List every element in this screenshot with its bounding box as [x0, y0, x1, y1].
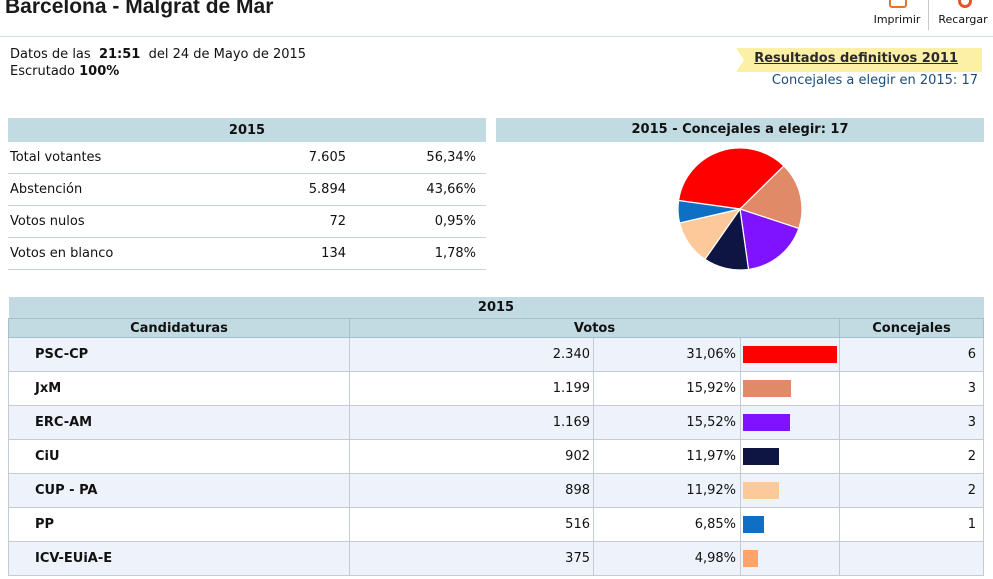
party-percent: 11,97% — [593, 439, 741, 474]
data-time: 21:51 — [98, 47, 141, 62]
party-seats: 3 — [839, 371, 984, 406]
table-row: CiU 902 11,97% 2 — [8, 439, 984, 474]
summary-percent: 43,66% — [346, 173, 486, 206]
party-seats: 2 — [839, 473, 984, 508]
reload-icon — [934, 0, 992, 12]
councillors-to-elect: Concejales a elegir en 2015: 17 — [771, 73, 978, 88]
print-label: Imprimir — [873, 13, 921, 26]
pie-slice-jxm — [738, 165, 803, 230]
results-table: 2015 Candidaturas Votos Concejales PSC-C… — [8, 297, 984, 576]
vote-bar — [743, 516, 764, 533]
data-prefix: Datos de las — [10, 47, 91, 62]
col-concejales: Concejales — [839, 318, 984, 338]
vote-bar — [743, 482, 779, 499]
reload-label: Recargar — [938, 13, 988, 26]
party-votes: 902 — [349, 439, 594, 474]
party-name: CiU — [8, 439, 350, 474]
seats-pie-panel: 2015 - Concejales a elegir: 17 — [496, 118, 984, 271]
table-row: ICV-EUiA-E 375 4,98% — [8, 541, 984, 576]
party-percent: 4,98% — [593, 541, 741, 576]
summary-value: 5.894 — [226, 173, 346, 206]
summary-row: Votos nulos 72 0,95% — [8, 205, 486, 238]
scrutiny-label: Escrutado — [10, 64, 75, 79]
party-name: ERC-AM — [8, 405, 350, 440]
table-row: PSC-CP 2.340 31,06% 6 — [8, 337, 984, 372]
reload-button[interactable]: Recargar — [934, 0, 992, 30]
pie-title: 2015 - Concejales a elegir: 17 — [496, 118, 984, 142]
scrutiny-line: Escrutado 100% — [10, 63, 306, 80]
final-results-link[interactable]: Resultados definitivos 2011 — [754, 51, 958, 66]
vote-bar — [743, 346, 837, 363]
party-percent: 31,06% — [593, 337, 741, 372]
printer-icon — [866, 0, 928, 12]
party-percent: 15,92% — [593, 371, 741, 406]
party-votes: 1.199 — [349, 371, 594, 406]
summary-percent: 56,34% — [346, 142, 486, 174]
pie-slice-erc-am — [739, 208, 800, 271]
col-votos: Votos — [349, 318, 840, 338]
col-candidaturas: Candidaturas — [8, 318, 350, 338]
summary-table: 2015 Total votantes 7.605 56,34% Abstenc… — [8, 118, 486, 270]
page-title: Barcelona - Malgrat de Mar — [5, 0, 274, 18]
scrutiny-value: 100% — [79, 64, 120, 79]
party-name: CUP - PA — [8, 473, 350, 508]
summary-percent: 1,78% — [346, 237, 486, 270]
summary-label: Abstención — [8, 173, 226, 206]
summary-year: 2015 — [8, 118, 486, 142]
results-year: 2015 — [8, 297, 984, 319]
party-votes: 1.169 — [349, 405, 594, 440]
party-votes: 898 — [349, 473, 594, 508]
pie-slice-pp — [677, 199, 741, 224]
party-name: JxM — [8, 371, 350, 406]
party-seats: 1 — [839, 507, 984, 542]
party-seats — [839, 541, 984, 576]
data-date: del 24 de Mayo de 2015 — [148, 47, 307, 62]
party-seats: 2 — [839, 439, 984, 474]
summary-label: Votos en blanco — [8, 237, 226, 270]
top-bar: Barcelona - Malgrat de Mar Imprimir Reca… — [0, 0, 993, 37]
summary-percent: 0,95% — [346, 205, 486, 238]
summary-value: 134 — [226, 237, 346, 270]
party-votes: 516 — [349, 507, 594, 542]
party-percent: 15,52% — [593, 405, 741, 440]
vote-bar — [743, 550, 758, 567]
summary-value: 72 — [226, 205, 346, 238]
party-votes: 375 — [349, 541, 594, 576]
party-seats: 3 — [839, 405, 984, 440]
table-row: ERC-AM 1.169 15,52% 3 — [8, 405, 984, 440]
data-time-line: Datos de las 21:51 del 24 de Mayo de 201… — [10, 46, 306, 63]
data-info: Datos de las 21:51 del 24 de Mayo de 201… — [10, 46, 306, 80]
vote-bar — [743, 380, 791, 397]
final-results-ribbon: Resultados definitivos 2011 — [736, 48, 982, 72]
seats-pie-chart — [677, 147, 803, 271]
party-name: ICV-EUiA-E — [8, 541, 350, 576]
table-row: JxM 1.199 15,92% 3 — [8, 371, 984, 406]
party-seats: 6 — [839, 337, 984, 372]
summary-value: 7.605 — [226, 142, 346, 174]
print-button[interactable]: Imprimir — [866, 0, 929, 30]
summary-row: Abstención 5.894 43,66% — [8, 173, 486, 206]
party-percent: 6,85% — [593, 507, 741, 542]
summary-label: Total votantes — [8, 142, 226, 174]
party-name: PSC-CP — [8, 337, 350, 372]
table-row: PP 516 6,85% 1 — [8, 507, 984, 542]
summary-row: Votos en blanco 134 1,78% — [8, 237, 486, 270]
party-percent: 11,92% — [593, 473, 741, 508]
vote-bar — [743, 448, 779, 465]
party-name: PP — [8, 507, 350, 542]
party-votes: 2.340 — [349, 337, 594, 372]
pie-slice-psc-cp — [677, 147, 785, 210]
summary-row: Total votantes 7.605 56,34% — [8, 142, 486, 174]
table-row: CUP - PA 898 11,92% 2 — [8, 473, 984, 508]
vote-bar — [743, 414, 790, 431]
summary-label: Votos nulos — [8, 205, 226, 238]
